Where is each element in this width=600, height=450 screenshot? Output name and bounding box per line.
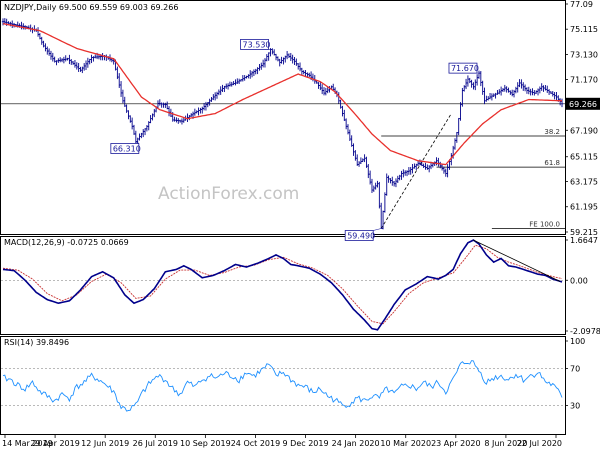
date-tick-label: 24 Jan 2020 [332,439,380,448]
last-price-box [566,97,600,110]
price-panel-header: NZDJPY,Daily 69.500 69.559 69.003 69.266 [4,3,178,12]
fib-label: 61.8 [544,159,560,167]
price-layer: 38.2 61.8 FE 100.0 73.530 66.310 71.670 59.490 [0,18,565,241]
macd-panel-frame [0,236,566,335]
last-price-label: 69.266 [569,100,597,109]
price-tick-label: 59.215 [570,228,598,237]
pivot-connector [135,141,139,144]
moving-average-line [2,22,563,166]
rsi-panel-header: RSI(14) 39.8496 [4,338,69,347]
rsi-layer [1,360,565,412]
fib-label: FE 100.0 [529,220,560,228]
pivot-label: 66.310 [113,145,141,154]
date-tick-label: 26 Jul 2019 [133,439,178,448]
price-tick-label: 71.170 [570,76,598,85]
macd-tick-label: -2.0978 [570,327,600,336]
trend-line [380,113,452,229]
pivot-box [110,143,140,154]
date-tick-label: 10 Mar 2020 [380,439,431,448]
pivot-box [344,230,374,241]
pivot-label: 73.530 [243,40,271,49]
date-tick-label: 14 Mar 2019 [2,439,53,448]
date-tick-label: 12 Jun 2019 [81,439,129,448]
macd-tick-label: 1.6647 [570,236,598,245]
rsi-line [2,360,563,412]
pivot-box [448,62,478,74]
watermark: ActionForex.com [158,184,299,204]
date-tick-label: 29 Apr 2019 [30,439,79,448]
price-tick-label: 61.195 [570,203,598,212]
fib-label: 38.2 [544,128,560,136]
date-tick-label: 10 Sep 2019 [180,439,231,448]
rsi-tick-label: 30 [570,401,580,410]
pivot-connector [373,228,382,231]
price-tick-label: 67.190 [570,126,598,135]
price-tick-label: 63.175 [570,177,598,186]
macd-line [2,239,563,331]
rsi-tick-label: 70 [570,365,580,374]
pivot-label: 71.670 [451,64,479,73]
rsi-panel-frame [0,336,566,435]
macd-tick-label: 0.00 [570,276,588,285]
date-tick-label: 23 Apr 2020 [431,439,480,448]
macd-panel-header: MACD(12,26,9) -0.0725 0.0669 [4,238,129,247]
pivot-box [240,39,269,50]
macd-divergence-line [473,239,561,282]
macd-signal-line [2,244,563,325]
date-tick-label: 9 Dec 2019 [283,439,329,448]
pivot-label: 59.490 [347,231,375,240]
rsi-tick-label: 100 [570,337,585,346]
date-tick-label: 24 Oct 2019 [231,439,280,448]
date-tick-label: 22 Jul 2020 [517,439,562,448]
macd-layer [1,239,565,331]
price-tick-label: 77.09 [570,0,593,9]
date-tick-label: 8 Jun 2020 [484,439,527,448]
price-panel-frame [0,0,566,235]
price-tick-label: 75.115 [570,25,598,34]
price-tick-label: 73.130 [570,51,598,60]
price-tick-label: 65.115 [570,153,598,162]
